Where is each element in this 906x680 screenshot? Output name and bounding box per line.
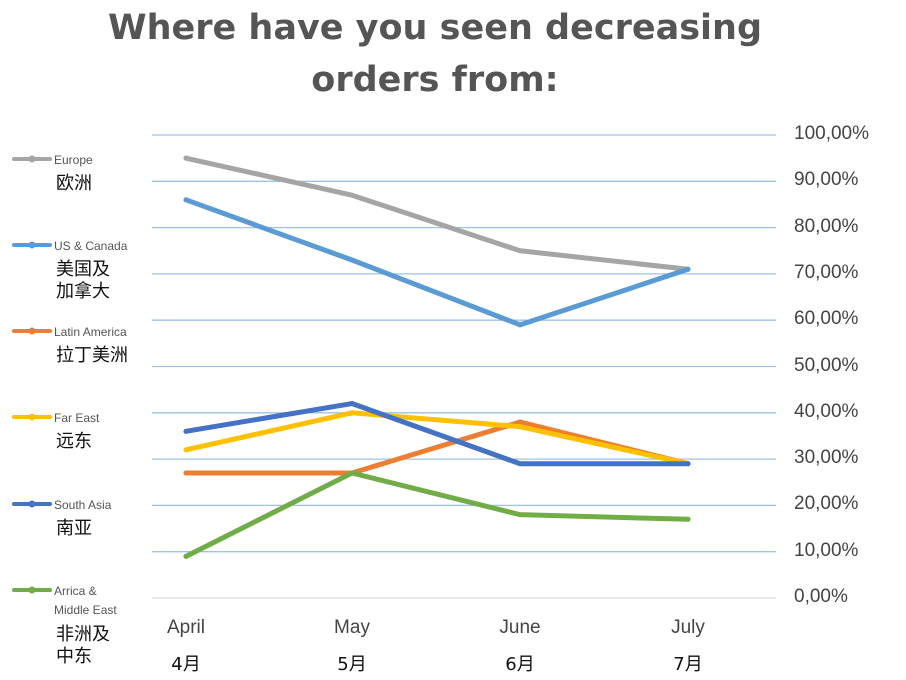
y-tick-label: 30,00% — [794, 447, 859, 469]
legend-label-zh: 欧洲 — [56, 173, 92, 194]
legend-swatch — [12, 500, 52, 508]
x-tick-label-zh: 4月 — [171, 654, 201, 675]
data-point — [517, 424, 523, 430]
series-line — [183, 401, 691, 467]
legend-label: Far East — [54, 411, 100, 425]
x-tick-label: May — [334, 617, 370, 638]
legend-swatch — [12, 241, 52, 249]
y-tick-label: 60,00% — [794, 308, 859, 330]
series-line — [183, 197, 691, 328]
legend-swatch — [12, 586, 52, 594]
data-point — [517, 248, 523, 254]
y-tick-label: 80,00% — [794, 215, 859, 237]
legend-label: South Asia — [54, 498, 112, 512]
data-point — [685, 266, 691, 272]
data-point — [183, 155, 189, 161]
legend-label-zh: 拉丁美洲 — [56, 345, 128, 366]
series-line — [183, 410, 691, 467]
legend-swatch — [12, 413, 52, 421]
y-tick-label: 90,00% — [794, 169, 859, 191]
chart-title-line-1: Where have you seen decreasing — [107, 8, 763, 48]
legend-label-zh: 美国及 加拿大 — [56, 259, 110, 302]
data-point — [349, 470, 355, 476]
legend-label: US & Canada — [54, 239, 128, 253]
legend-label: Latin America — [54, 325, 127, 339]
data-point — [349, 257, 355, 263]
data-point — [349, 410, 355, 416]
x-tick-label: April — [166, 617, 205, 638]
series-line — [183, 470, 691, 559]
legend-label: Europe — [54, 153, 93, 167]
legend-label: Arrica & Middle East — [54, 584, 117, 617]
data-point — [685, 461, 691, 467]
legend-swatch — [12, 327, 52, 335]
data-point — [183, 553, 189, 559]
y-tick-label: 20,00% — [794, 493, 859, 515]
data-point — [517, 512, 523, 518]
y-tick-label: 40,00% — [794, 400, 859, 422]
data-point — [183, 447, 189, 453]
series-line — [183, 155, 691, 272]
legend-label-zh: 远东 — [56, 431, 92, 452]
x-tick-label-zh: 7月 — [673, 654, 703, 675]
data-point — [685, 516, 691, 522]
data-point — [183, 197, 189, 203]
y-tick-label: 100,00% — [794, 123, 870, 144]
data-point — [183, 470, 189, 476]
legend-swatch — [12, 155, 52, 163]
data-point — [517, 322, 523, 328]
chart-title-line-2: orders from: — [311, 60, 559, 100]
x-tick-label: July — [671, 617, 705, 638]
x-tick-label-zh: 6月 — [505, 654, 535, 675]
legend-label-zh: 南亚 — [56, 518, 92, 539]
data-point — [349, 192, 355, 198]
y-tick-label: 10,00% — [794, 539, 859, 561]
data-point — [517, 461, 523, 467]
y-tick-label: 70,00% — [794, 261, 859, 283]
data-point — [349, 401, 355, 407]
legend-label-zh: 非洲及 中东 — [56, 624, 110, 667]
data-point — [517, 419, 523, 425]
y-tick-label: 0,00% — [794, 586, 848, 607]
y-tick-label: 50,00% — [794, 354, 859, 376]
x-tick-label: June — [499, 617, 541, 638]
x-tick-label-zh: 5月 — [337, 654, 367, 675]
data-point — [183, 428, 189, 434]
chart-title: Where have you seen decreasing orders fr… — [90, 2, 780, 106]
